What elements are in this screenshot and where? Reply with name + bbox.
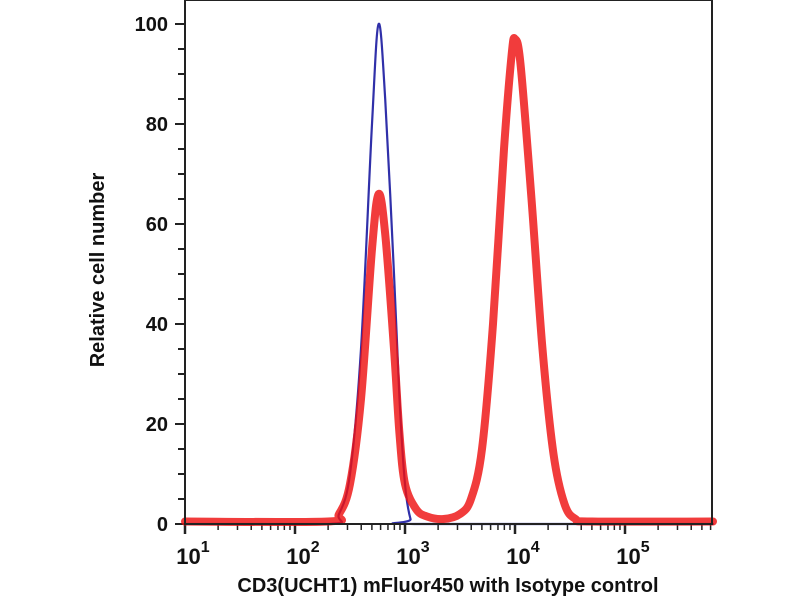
x-axis-label: CD3(UCHT1) mFluor450 with Isotype contro…	[237, 575, 658, 597]
x-tick-label: 105	[616, 539, 649, 569]
x-tick-label: 103	[396, 539, 429, 569]
x-tick-base: 10	[396, 544, 420, 569]
series-line-cd3	[181, 34, 717, 527]
x-tick-exponent: 5	[641, 539, 650, 556]
y-tick-label: 80	[146, 114, 168, 136]
x-tick-exponent: 1	[201, 539, 210, 556]
x-tick-base: 10	[286, 544, 310, 569]
x-tick-base: 10	[176, 544, 200, 569]
x-tick-label: 101	[176, 539, 209, 569]
y-tick-label: 60	[146, 214, 168, 236]
series-line-isotype	[183, 22, 715, 526]
plot-frame	[184, 0, 713, 525]
x-tick-base: 10	[616, 544, 640, 569]
x-tick-label: 104	[506, 539, 539, 569]
y-axis-label: Relative cell number	[87, 173, 109, 368]
y-tick-label: 40	[146, 314, 168, 336]
series-layer	[181, 22, 717, 527]
x-tick-exponent: 3	[421, 539, 430, 556]
y-tick-label: 20	[146, 414, 168, 436]
x-tick-base: 10	[506, 544, 530, 569]
x-tick-exponent: 4	[531, 539, 540, 556]
y-tick-label: 100	[135, 14, 168, 36]
y-tick-label: 0	[157, 514, 168, 536]
x-tick-exponent: 2	[311, 539, 320, 556]
x-tick-label: 102	[286, 539, 319, 569]
